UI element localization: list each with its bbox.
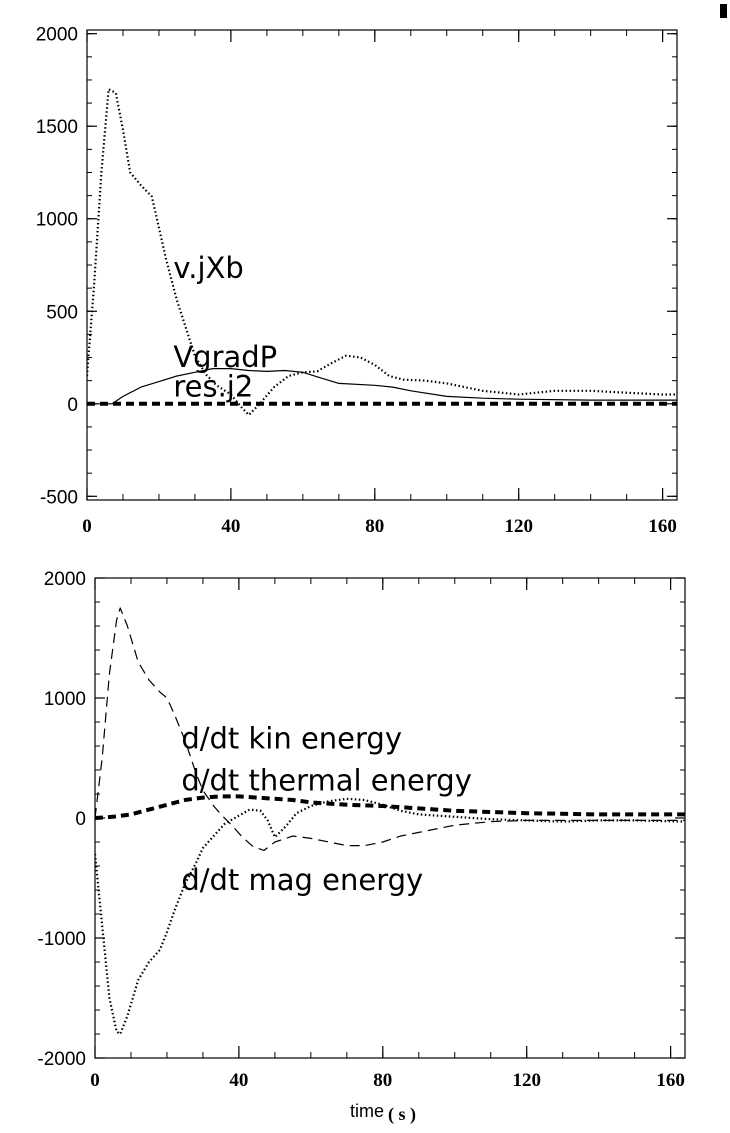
y-tick-label: 1000 bbox=[36, 210, 78, 231]
series-line-dotted bbox=[95, 797, 685, 1036]
annotation-label: d/dt kin energy bbox=[181, 721, 402, 755]
y-tick-label: -1000 bbox=[37, 929, 86, 950]
y-tick-label: 1000 bbox=[44, 689, 86, 710]
y-tick-label: 1500 bbox=[36, 117, 78, 138]
series-line-solid bbox=[87, 368, 677, 405]
x-tick-label: 120 bbox=[512, 1070, 541, 1091]
x-tick-label: 80 bbox=[365, 516, 384, 537]
y-tick-label: 500 bbox=[46, 302, 78, 323]
x-tick-label: 40 bbox=[221, 516, 240, 537]
x-tick-label: 120 bbox=[504, 516, 533, 537]
x-tick-label: 80 bbox=[373, 1070, 392, 1091]
y-tick-label: 0 bbox=[75, 809, 86, 830]
corner-mark bbox=[720, 4, 727, 18]
y-tick-label: -2000 bbox=[37, 1049, 86, 1070]
x-axis-title: time bbox=[350, 1101, 384, 1121]
y-tick-label: -500 bbox=[40, 487, 78, 508]
annotation-label: res.j2 bbox=[173, 369, 253, 403]
annotation-label: d/dt mag energy bbox=[181, 863, 423, 897]
x-tick-label: 40 bbox=[229, 1070, 248, 1091]
y-tick-label: 2000 bbox=[44, 569, 86, 590]
annotation-label: d/dt thermal energy bbox=[181, 763, 472, 797]
x-tick-label: 160 bbox=[656, 1070, 685, 1091]
y-tick-label: 0 bbox=[67, 395, 78, 416]
y-tick-label: 2000 bbox=[36, 25, 78, 46]
x-tick-label: 160 bbox=[648, 516, 677, 537]
plot-frame bbox=[94, 577, 686, 1059]
annotation-label: VgradP bbox=[173, 340, 277, 374]
x-tick-label: 0 bbox=[82, 516, 92, 537]
x-tick-label: 0 bbox=[90, 1070, 100, 1091]
series-line-dashed bbox=[95, 607, 685, 852]
x-axis-unit: ( s ) bbox=[388, 1104, 416, 1125]
annotation-label: v.jXb bbox=[173, 251, 243, 285]
series-line-dotted bbox=[87, 88, 677, 416]
series-line-thick-dashed bbox=[95, 794, 685, 820]
